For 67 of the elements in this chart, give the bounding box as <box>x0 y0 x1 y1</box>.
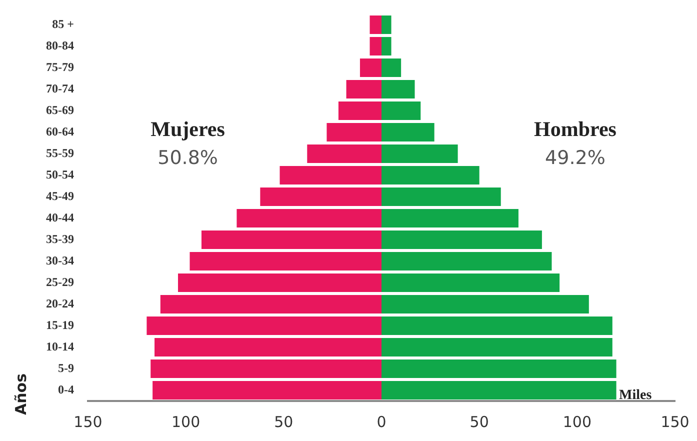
bar <box>152 381 382 400</box>
x-axis-title: Miles <box>619 388 652 403</box>
x-tick-label: 50 <box>470 412 489 431</box>
bar <box>178 274 382 292</box>
y-tick-label: 85 + <box>52 16 74 31</box>
x-tick-label: 150 <box>660 412 690 431</box>
y-tick-label: 75-79 <box>46 60 74 74</box>
bar <box>370 16 382 34</box>
y-tick-label: 35-39 <box>46 232 74 246</box>
bar <box>190 252 382 270</box>
x-tick-label: 50 <box>274 412 294 431</box>
bar <box>370 37 382 56</box>
bar <box>382 16 392 34</box>
y-axis-title: Años <box>12 373 30 415</box>
y-tick-label: 5-9 <box>58 360 74 375</box>
bar <box>382 102 421 120</box>
annotation: 49.2% <box>545 147 606 169</box>
x-tick-label: 100 <box>172 412 200 431</box>
y-tick-label: 10-14 <box>46 339 74 354</box>
y-tick-label: 30-34 <box>46 253 74 268</box>
bar <box>382 252 552 270</box>
y-tick-label: 20-24 <box>46 296 74 310</box>
y-tick-label: 45-49 <box>46 188 74 203</box>
bar <box>382 295 589 314</box>
bar <box>160 295 382 314</box>
bar <box>382 274 560 292</box>
bar <box>326 123 382 142</box>
bar <box>382 123 434 142</box>
x-tick-label: 150 <box>74 412 102 431</box>
bar <box>260 188 382 206</box>
bar <box>382 188 501 206</box>
x-tick-label: 100 <box>562 412 592 431</box>
bar <box>346 80 382 98</box>
bar <box>338 102 382 120</box>
bar <box>382 381 616 400</box>
bar <box>154 338 382 356</box>
bar <box>382 166 480 184</box>
y-tick-label: 25-29 <box>46 274 74 289</box>
bar <box>360 58 382 77</box>
y-tick-label: 70-74 <box>46 81 74 96</box>
y-tick-label: 80-84 <box>46 38 74 52</box>
bar <box>382 58 402 77</box>
bar <box>280 166 382 184</box>
bar <box>382 338 612 356</box>
y-tick-label: 40-44 <box>46 210 74 224</box>
bar <box>201 230 382 249</box>
x-tick-label: 0 <box>376 412 386 431</box>
y-tick-label: 55-59 <box>46 146 74 160</box>
bar <box>150 360 382 378</box>
y-tick-label: 0-4 <box>58 382 74 396</box>
y-tick-label: 15-19 <box>46 318 74 332</box>
bar <box>382 80 415 98</box>
bar <box>307 144 382 163</box>
bar <box>382 230 542 249</box>
bar <box>382 316 612 335</box>
text: Mujeres <box>150 117 225 141</box>
bar <box>382 360 616 378</box>
bar <box>382 144 458 163</box>
annotation: 50.8% <box>158 147 218 169</box>
y-tick-label: 50-54 <box>46 167 74 182</box>
bar <box>146 316 382 335</box>
bar <box>382 37 392 56</box>
y-tick-label: 65-69 <box>46 102 74 117</box>
bar <box>382 209 518 228</box>
y-tick-label: 60-64 <box>46 124 74 138</box>
text: Hombres <box>534 117 616 141</box>
bar <box>236 209 382 228</box>
